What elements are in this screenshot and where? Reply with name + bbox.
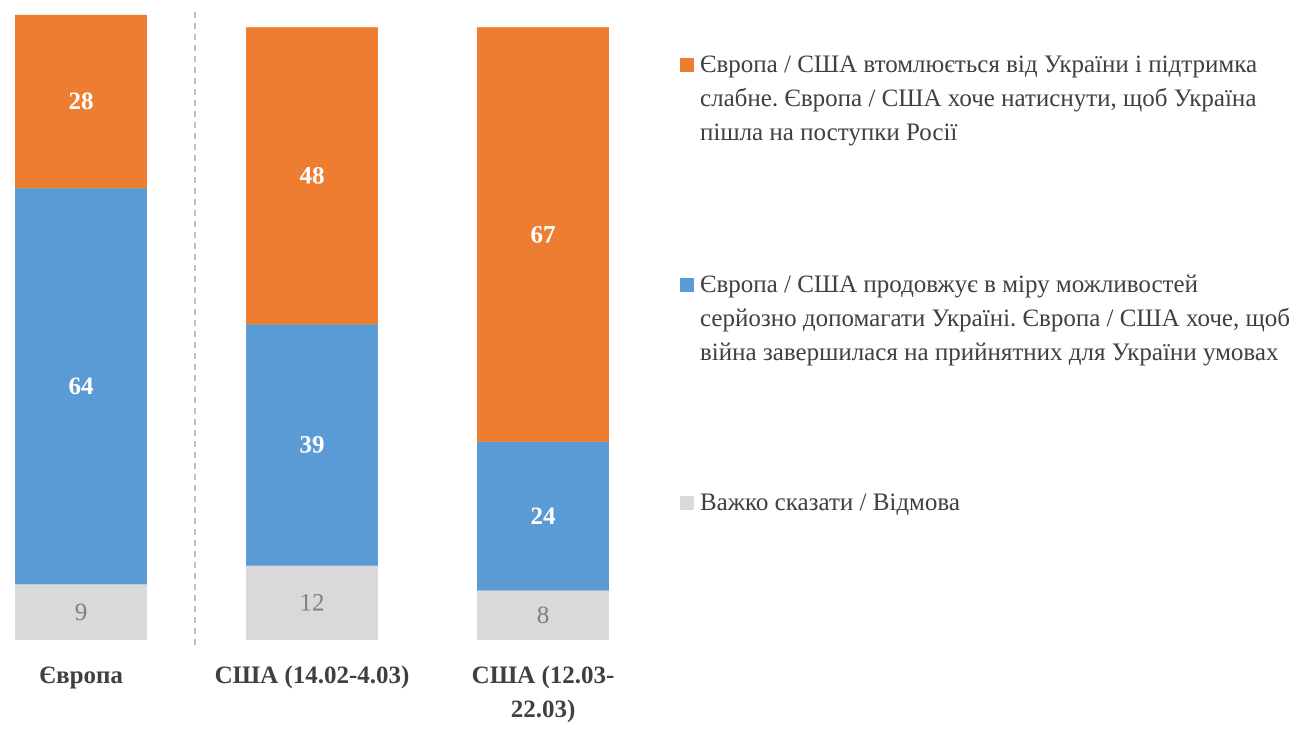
data-label: 39 (300, 432, 325, 459)
data-label: 28 (69, 88, 94, 115)
bar-segment (477, 27, 609, 442)
legend-item: Європа / США продовжує в міру можливосте… (680, 268, 1295, 370)
data-label: 9 (75, 599, 88, 626)
bar-segment (477, 590, 609, 640)
x-tick-label: США (12.03-22.03) (471, 662, 615, 723)
bar-segment (246, 324, 378, 566)
legend-label: Європа / США втомлюється від України і п… (700, 51, 1258, 146)
data-label: 24 (531, 503, 557, 530)
legend-item: Європа / США втомлюється від України і п… (680, 48, 1295, 150)
bar-segment (246, 27, 378, 325)
legend-swatch (680, 58, 694, 72)
bar-segment (15, 584, 147, 640)
data-label: 67 (531, 221, 556, 248)
x-tick-label: Європа (39, 662, 123, 689)
bar-segment (15, 188, 147, 585)
data-label: 48 (300, 162, 325, 189)
legend-label: Європа / США продовжує в міру можливосте… (700, 271, 1290, 366)
legend-swatch (680, 278, 694, 292)
legend-swatch (680, 496, 694, 510)
bar-segment (246, 565, 378, 640)
bar-segment (477, 441, 609, 591)
data-label: 12 (300, 590, 325, 617)
x-tick-label: США (14.02-4.03) (214, 662, 410, 689)
data-label: 64 (69, 373, 95, 400)
data-label: 8 (537, 602, 550, 629)
legend-label: Важко сказати / Відмова (700, 489, 960, 516)
bar-segment (15, 14, 147, 189)
legend-item: Важко сказати / Відмова (680, 486, 1295, 520)
